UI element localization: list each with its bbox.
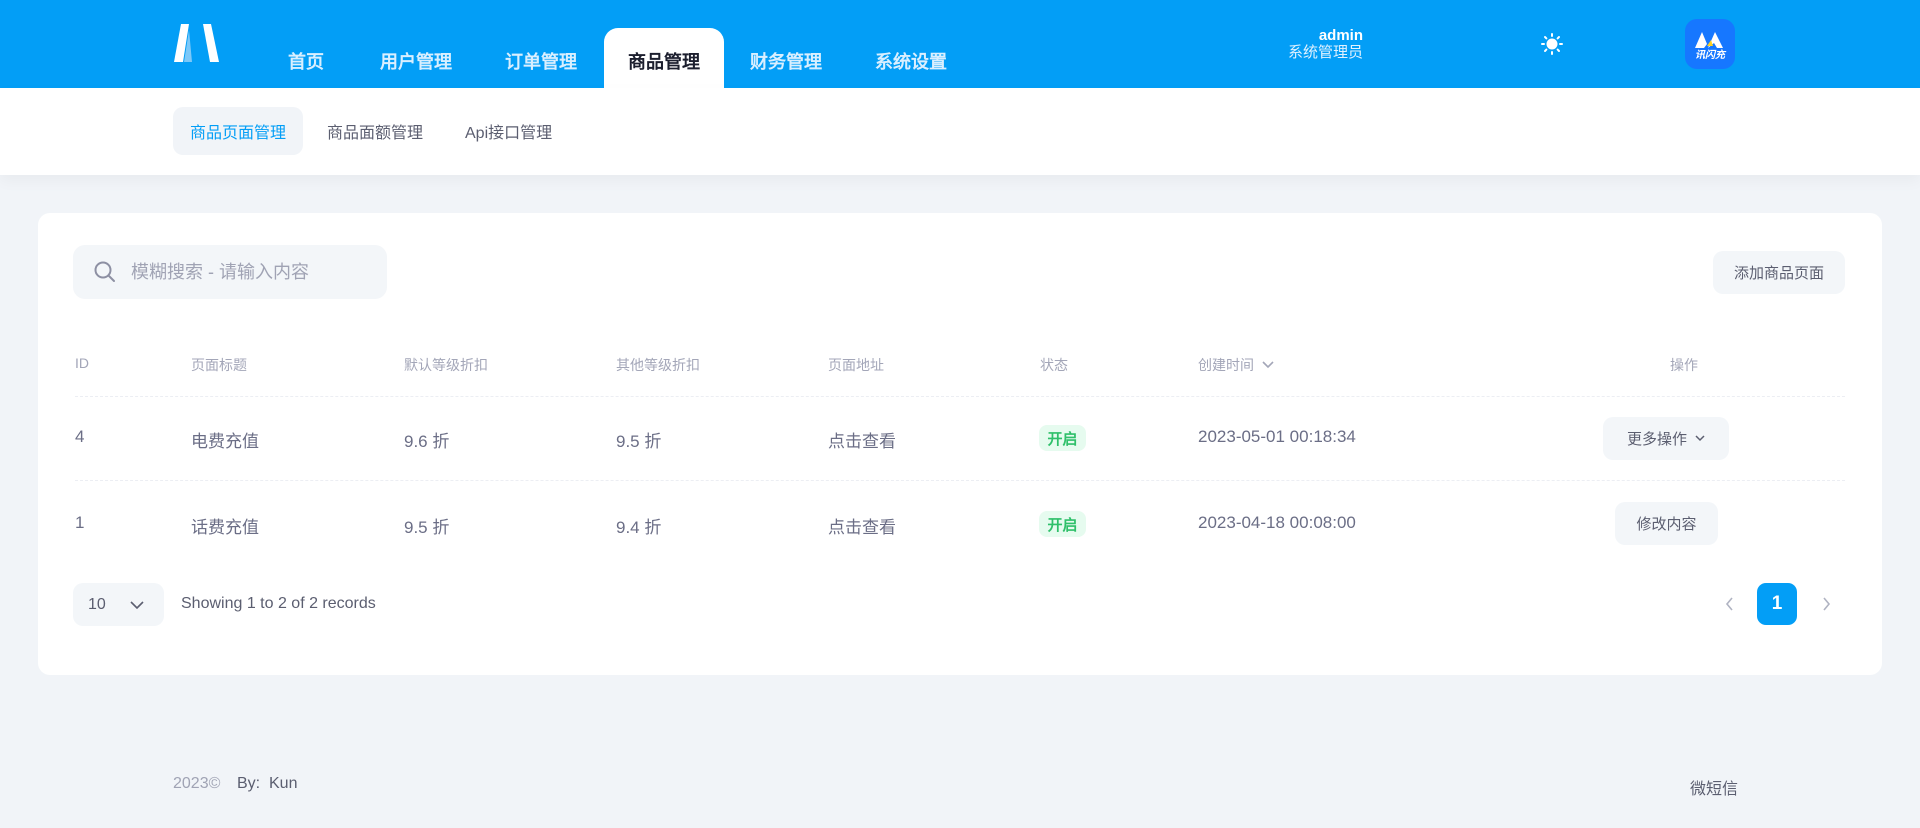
nav-users[interactable]: 用户管理	[380, 52, 452, 72]
nav-products[interactable]: 商品管理	[604, 28, 724, 88]
more-actions-label: 更多操作	[1626, 431, 1687, 448]
column-header-id: ID	[75, 355, 89, 371]
user-name: admin	[1318, 27, 1363, 44]
search-input[interactable]	[131, 261, 371, 283]
column-header-title: 页面标题	[191, 357, 247, 373]
next-page-button[interactable]	[1806, 583, 1846, 625]
column-header-created-label: 创建时间	[1198, 357, 1254, 373]
nav-home[interactable]: 首页	[288, 52, 324, 72]
column-header-other-discount: 其他等级折扣	[616, 357, 700, 373]
user-info[interactable]: admin 系统管理员	[1288, 27, 1363, 61]
sun-icon[interactable]	[1541, 33, 1563, 55]
cell-created: 2023-04-18 00:08:00	[1198, 513, 1356, 532]
view-link[interactable]: 点击查看	[828, 518, 896, 537]
column-header-status: 状态	[1040, 357, 1068, 373]
chevron-right-icon	[1822, 597, 1830, 611]
top-header: 首页 用户管理 订单管理 商品管理 财务管理 系统设置 admin 系统管理员 …	[0, 0, 1920, 88]
sub-navigation	[0, 88, 1920, 175]
cell-other-discount: 9.4 折	[616, 518, 662, 537]
divider	[75, 480, 1845, 481]
user-role: 系统管理员	[1287, 44, 1363, 61]
avatar-logo-icon	[1695, 32, 1723, 48]
brand-logo[interactable]	[173, 24, 225, 62]
footer-link[interactable]: 微短信	[1690, 781, 1739, 798]
prev-page-button[interactable]	[1709, 583, 1749, 625]
page-size-select[interactable]: 10	[73, 583, 164, 626]
search-icon	[94, 261, 115, 282]
chevron-left-icon	[1725, 597, 1733, 611]
edit-content-button[interactable]: 修改内容	[1615, 502, 1718, 545]
nav-orders[interactable]: 订单管理	[505, 52, 577, 72]
view-link[interactable]: 点击查看	[828, 432, 896, 451]
records-summary: Showing 1 to 2 of 2 records	[181, 595, 376, 612]
chevron-down-icon	[130, 600, 144, 609]
subnav-product-denominations[interactable]: 商品面额管理	[327, 125, 424, 142]
chevron-down-icon	[1695, 435, 1705, 442]
page-size-value: 10	[88, 595, 106, 613]
cell-default-discount: 9.6 折	[404, 432, 450, 451]
subnav-product-pages[interactable]: 商品页面管理	[173, 107, 304, 155]
status-badge: 开启	[1039, 511, 1086, 537]
footer-copyright: 2023©	[173, 775, 221, 792]
cell-title: 电费充值	[191, 432, 259, 451]
subnav-api-management[interactable]: Api接口管理	[465, 125, 553, 142]
footer-author: By: Kun	[237, 775, 298, 792]
nav-settings[interactable]: 系统设置	[875, 52, 947, 72]
search-box[interactable]	[73, 245, 387, 299]
cell-created: 2023-05-01 00:18:34	[1198, 427, 1356, 446]
divider	[75, 396, 1845, 397]
nav-finance[interactable]: 财务管理	[750, 52, 822, 72]
column-header-url: 页面地址	[828, 357, 884, 373]
status-badge: 开启	[1039, 425, 1086, 451]
cell-id: 1	[75, 513, 85, 532]
column-header-actions: 操作	[1670, 357, 1698, 373]
more-actions-button[interactable]: 更多操作	[1603, 417, 1729, 460]
column-header-default-discount: 默认等级折扣	[404, 357, 488, 373]
chevron-down-icon	[1262, 361, 1274, 369]
add-product-page-button[interactable]: 添加商品页面	[1713, 251, 1845, 294]
cell-title: 话费充值	[191, 518, 259, 537]
cell-other-discount: 9.5 折	[616, 432, 662, 451]
avatar-logo-text: 讯闪充	[1695, 50, 1725, 61]
cell-default-discount: 9.5 折	[404, 518, 450, 537]
page-button-current[interactable]: 1	[1757, 583, 1797, 625]
avatar[interactable]: 讯闪充	[1685, 19, 1735, 69]
column-header-created[interactable]: 创建时间	[1198, 355, 1274, 375]
cell-id: 4	[75, 427, 85, 446]
